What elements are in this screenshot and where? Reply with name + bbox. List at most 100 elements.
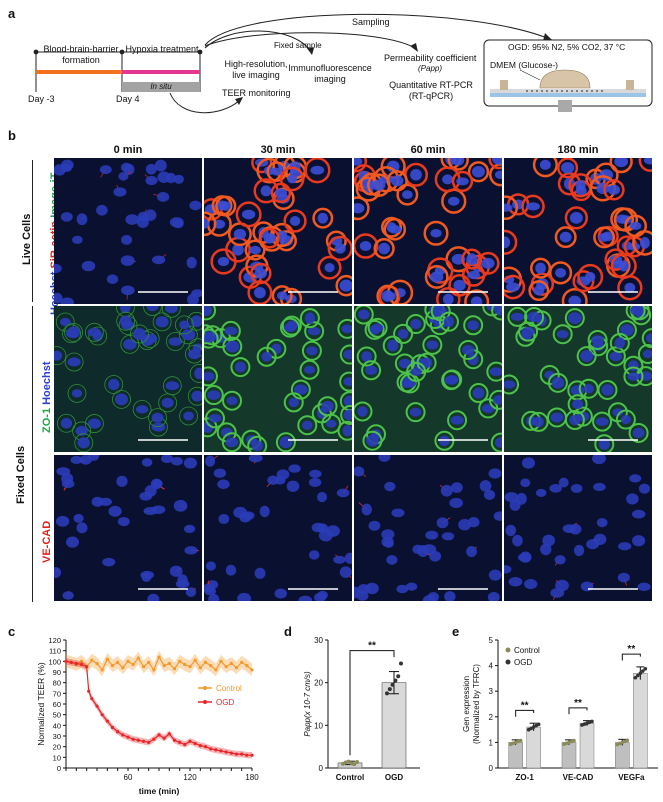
timeline-day-mid: Day 4 (116, 94, 140, 104)
timeline-papp: (Papp) (418, 64, 443, 73)
timeline-diagram (33, 13, 653, 114)
datapoint (536, 722, 541, 727)
y-axis-label-line1: Gen expression (462, 676, 471, 732)
point-control (126, 659, 130, 663)
point-ogd (178, 740, 182, 744)
panel-letter-a: a (8, 6, 16, 21)
significance-label: ** (627, 644, 635, 655)
datapoint-ogd (393, 678, 398, 683)
point-control (152, 668, 156, 672)
significance-bracket (349, 650, 395, 756)
timeline-in-situ: In situ (150, 82, 172, 91)
datapoint (641, 669, 645, 673)
panel-letter-b: b (8, 128, 16, 143)
y-tick-label: 70 (53, 689, 61, 698)
point-control (240, 660, 244, 664)
significance-bracket (568, 707, 588, 715)
y-tick-label: 120 (48, 636, 61, 645)
point-control (90, 658, 94, 662)
x-tick-label: 180 (245, 773, 259, 782)
series-band-control (66, 650, 252, 677)
bar-zo-1-control (508, 742, 523, 769)
legend-marker-control (203, 686, 207, 690)
point-ogd (214, 748, 218, 752)
col-header-60min: 60 min (410, 144, 446, 156)
y-tick-label: 0 (319, 764, 324, 773)
datapoint-ogd (385, 691, 389, 696)
legend-label-control: Control (514, 646, 540, 655)
panel-letter-e: e (452, 624, 460, 639)
point-ogd (234, 752, 239, 756)
micrograph-r2-c1 (54, 306, 202, 452)
y-tick-label: 110 (49, 647, 61, 656)
datapoint-ogd (396, 674, 401, 679)
point-ogd (136, 738, 140, 742)
chip-dmem-label: DMEM (Glucose-) (490, 60, 559, 70)
y-tick-label: 10 (53, 753, 61, 762)
point-ogd (74, 661, 78, 666)
row2-stain-label: ZO-1 Hoechst (41, 323, 53, 433)
y-tick-label: 2 (489, 713, 494, 722)
y-tick-label: 80 (53, 679, 61, 688)
x-tick-label: VEGFa (618, 773, 645, 782)
point-ogd (188, 739, 192, 743)
point-control (214, 668, 218, 672)
y-tick-label: 100 (48, 657, 61, 666)
micrograph-r2-c2 (204, 306, 352, 452)
point-control (193, 658, 197, 662)
point-control (229, 661, 233, 666)
point-ogd (90, 697, 94, 701)
significance-label: ** (368, 641, 376, 652)
point-ogd (126, 735, 130, 739)
micrograph-r3-c2 (204, 455, 352, 601)
timeline-if-imaging: Immunofluorescence imaging (288, 63, 372, 84)
timeline-teer: TEER monitoring (222, 88, 291, 98)
point-ogd (105, 719, 109, 723)
point-control (178, 659, 182, 663)
point-control (110, 664, 115, 668)
point-control (157, 655, 161, 659)
legend-label-ogd: OGD (514, 658, 532, 667)
point-control (131, 662, 135, 667)
point-ogd (116, 730, 120, 734)
col-header-0min: 0 min (113, 144, 143, 156)
datapoint-ogd (387, 687, 392, 692)
datapoint (518, 738, 523, 743)
point-ogd (209, 747, 213, 751)
point-ogd (131, 737, 135, 741)
significance-label: ** (521, 700, 529, 711)
point-control (224, 665, 228, 669)
point-control (183, 662, 187, 667)
point-ogd (245, 753, 249, 757)
point-control (79, 659, 84, 663)
y-tick-label: 20 (314, 679, 323, 688)
y-tick-label: 90 (53, 668, 61, 677)
point-control (198, 666, 202, 670)
point-ogd (95, 704, 99, 708)
bar-ve-cad-control (561, 742, 577, 769)
y-tick-label: 0 (489, 764, 494, 773)
datapoint-control (355, 760, 359, 765)
point-control (147, 660, 151, 664)
col-header-180min: 180 min (557, 144, 599, 156)
panel-letter-d: d (284, 624, 292, 639)
micrograph-r3-c4 (504, 455, 652, 601)
x-tick-label: 60 (124, 773, 133, 782)
gene-expression-chart: 0 1 2 3 4 5 Gen expression(Normalized by TFRC)… (462, 636, 658, 782)
point-ogd (79, 662, 84, 667)
y-tick-label: 30 (53, 732, 61, 741)
point-control (172, 667, 177, 671)
datapoint-ogd (399, 661, 403, 666)
x-tick-label: VE-CAD (563, 773, 594, 782)
point-control (209, 664, 213, 668)
micrograph-r1-c2 (204, 158, 352, 304)
micrograph-r3-c3 (354, 455, 502, 601)
significance-bracket (621, 653, 641, 661)
micrograph-r3-c1 (54, 455, 202, 601)
point-ogd (193, 741, 197, 746)
stain-hoechst-2: Hoechst (41, 361, 53, 408)
timeline-perm: Permeability coefficient (384, 53, 477, 63)
y-axis-label: Normalized TEER (%) (36, 662, 46, 746)
datapoint (590, 719, 594, 724)
timeline-day-start: Day -3 (28, 94, 55, 104)
